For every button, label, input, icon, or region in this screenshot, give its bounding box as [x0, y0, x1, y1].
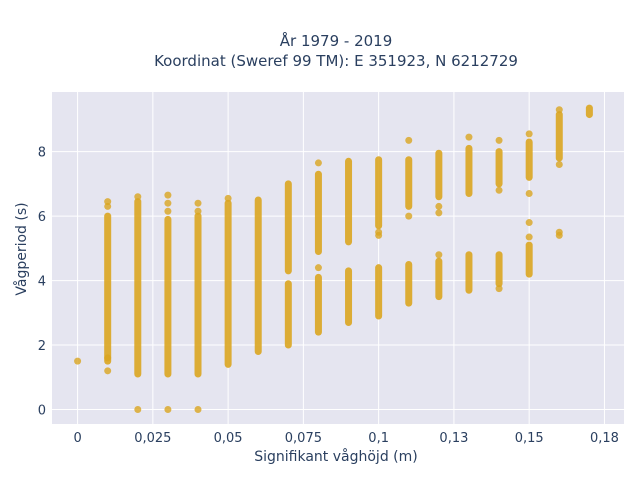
scatter-point	[525, 190, 533, 198]
scatter-point	[194, 405, 202, 413]
scatter-point	[104, 198, 112, 206]
scatter-point	[405, 212, 413, 220]
scatter-point	[134, 405, 142, 413]
x-tick-label: 0,025	[134, 431, 171, 446]
x-tick-label: 0,075	[285, 431, 322, 446]
scatter-point	[74, 357, 82, 365]
x-axis-ticks: 0 0,025 0,05 0,075 0,1 0,13 0,15 0,18	[73, 431, 618, 446]
y-tick-label: 0	[38, 403, 46, 418]
x-tick-label: 0,1	[368, 431, 389, 446]
scatter-point	[224, 194, 232, 202]
chart-title-line2: Koordinat (Sweref 99 TM): E 351923, N 62…	[154, 52, 518, 70]
y-tick-label: 8	[38, 146, 46, 161]
scatter-point	[104, 367, 112, 375]
scatter-point	[194, 199, 202, 207]
y-tick-label: 6	[38, 210, 46, 225]
scatter-point	[495, 186, 503, 194]
scatter-point	[164, 207, 172, 215]
data-marks	[74, 104, 593, 413]
y-tick-label: 2	[38, 339, 46, 354]
scatter-point	[314, 264, 322, 272]
scatter-point	[435, 209, 443, 217]
scatter-point	[164, 405, 172, 413]
scatter-point	[495, 136, 503, 144]
x-tick-label: 0,13	[439, 431, 468, 446]
chart-title-line1: År 1979 - 2019	[280, 31, 393, 50]
y-axis-label: Vågperiod (s)	[13, 202, 30, 295]
scatter-point	[104, 202, 112, 210]
scatter-point	[314, 159, 322, 167]
scatter-point	[164, 191, 172, 199]
scatter-point	[555, 161, 563, 169]
x-tick-label: 0,18	[590, 431, 619, 446]
scatter-point	[465, 133, 473, 141]
scatter-point	[525, 233, 533, 241]
scatter-point	[134, 193, 142, 201]
scatter-point	[164, 199, 172, 207]
x-tick-label: 0	[73, 431, 81, 446]
x-axis-label: Signifikant våghöjd (m)	[254, 448, 417, 465]
scatter-point	[405, 136, 413, 144]
x-tick-label: 0,15	[515, 431, 544, 446]
scatter-point	[194, 207, 202, 215]
scatter-point	[435, 251, 443, 259]
y-axis-ticks: 0 2 4 6 8	[38, 146, 46, 419]
y-tick-label: 4	[38, 275, 46, 290]
scatter-point	[525, 130, 533, 138]
scatter-point	[375, 228, 383, 236]
scatter-point	[555, 106, 563, 114]
scatter-point	[435, 202, 443, 210]
scatter-point	[525, 219, 533, 227]
scatter-point	[495, 285, 503, 293]
scatter-point	[104, 354, 112, 362]
scatter-point	[555, 228, 563, 236]
x-tick-label: 0,05	[214, 431, 243, 446]
